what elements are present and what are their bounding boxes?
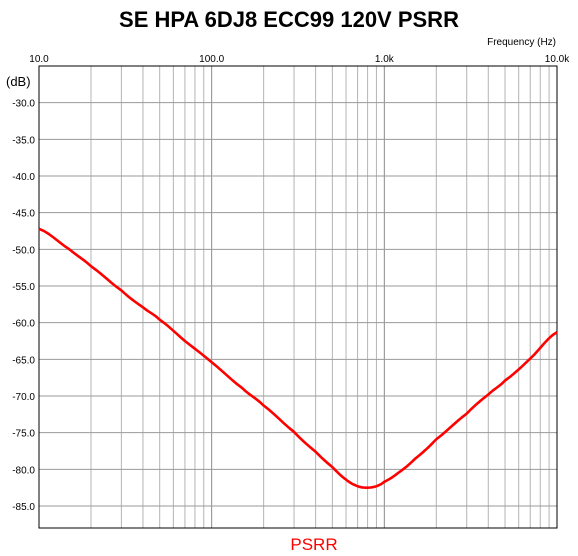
x-tick-label: 10.0k	[545, 54, 570, 65]
y-tick-label: -35.0	[12, 135, 35, 146]
y-tick-label: -65.0	[12, 355, 35, 366]
y-tick-label: -75.0	[12, 429, 35, 440]
y-tick-label: -60.0	[12, 319, 35, 330]
y-tick-label: -70.0	[12, 392, 35, 403]
legend-entry-psrr: PSRR	[290, 535, 337, 554]
chart-title: SE HPA 6DJ8 ECC99 120V PSRR	[119, 7, 459, 32]
y-tick-label: -85.0	[12, 502, 35, 513]
y-tick-label: -80.0	[12, 465, 35, 476]
x-tick-label: 1.0k	[375, 54, 395, 65]
x-axis-label: Frequency (Hz)	[487, 37, 556, 48]
series-layer	[38, 227, 558, 489]
x-tick-label: 10.0	[29, 54, 49, 65]
y-tick-label: -55.0	[12, 282, 35, 293]
y-tick-label: -40.0	[12, 172, 35, 183]
plot-frame	[38, 65, 558, 529]
y-axis-label: (dB)	[6, 74, 31, 89]
series-line-psrr	[38, 227, 558, 489]
x-tick-label: 100.0	[199, 54, 224, 65]
y-tick-label: -45.0	[12, 209, 35, 220]
x-axis-ticks: 10.0 100.0 1.0k 10.0k	[29, 54, 570, 65]
y-tick-label: -30.0	[12, 99, 35, 110]
y-axis-ticks: -30.0 -35.0 -40.0 -45.0 -50.0 -55.0 -60.0 -65.0…	[12, 99, 35, 513]
grid	[39, 66, 557, 528]
y-tick-label: -50.0	[12, 245, 35, 256]
